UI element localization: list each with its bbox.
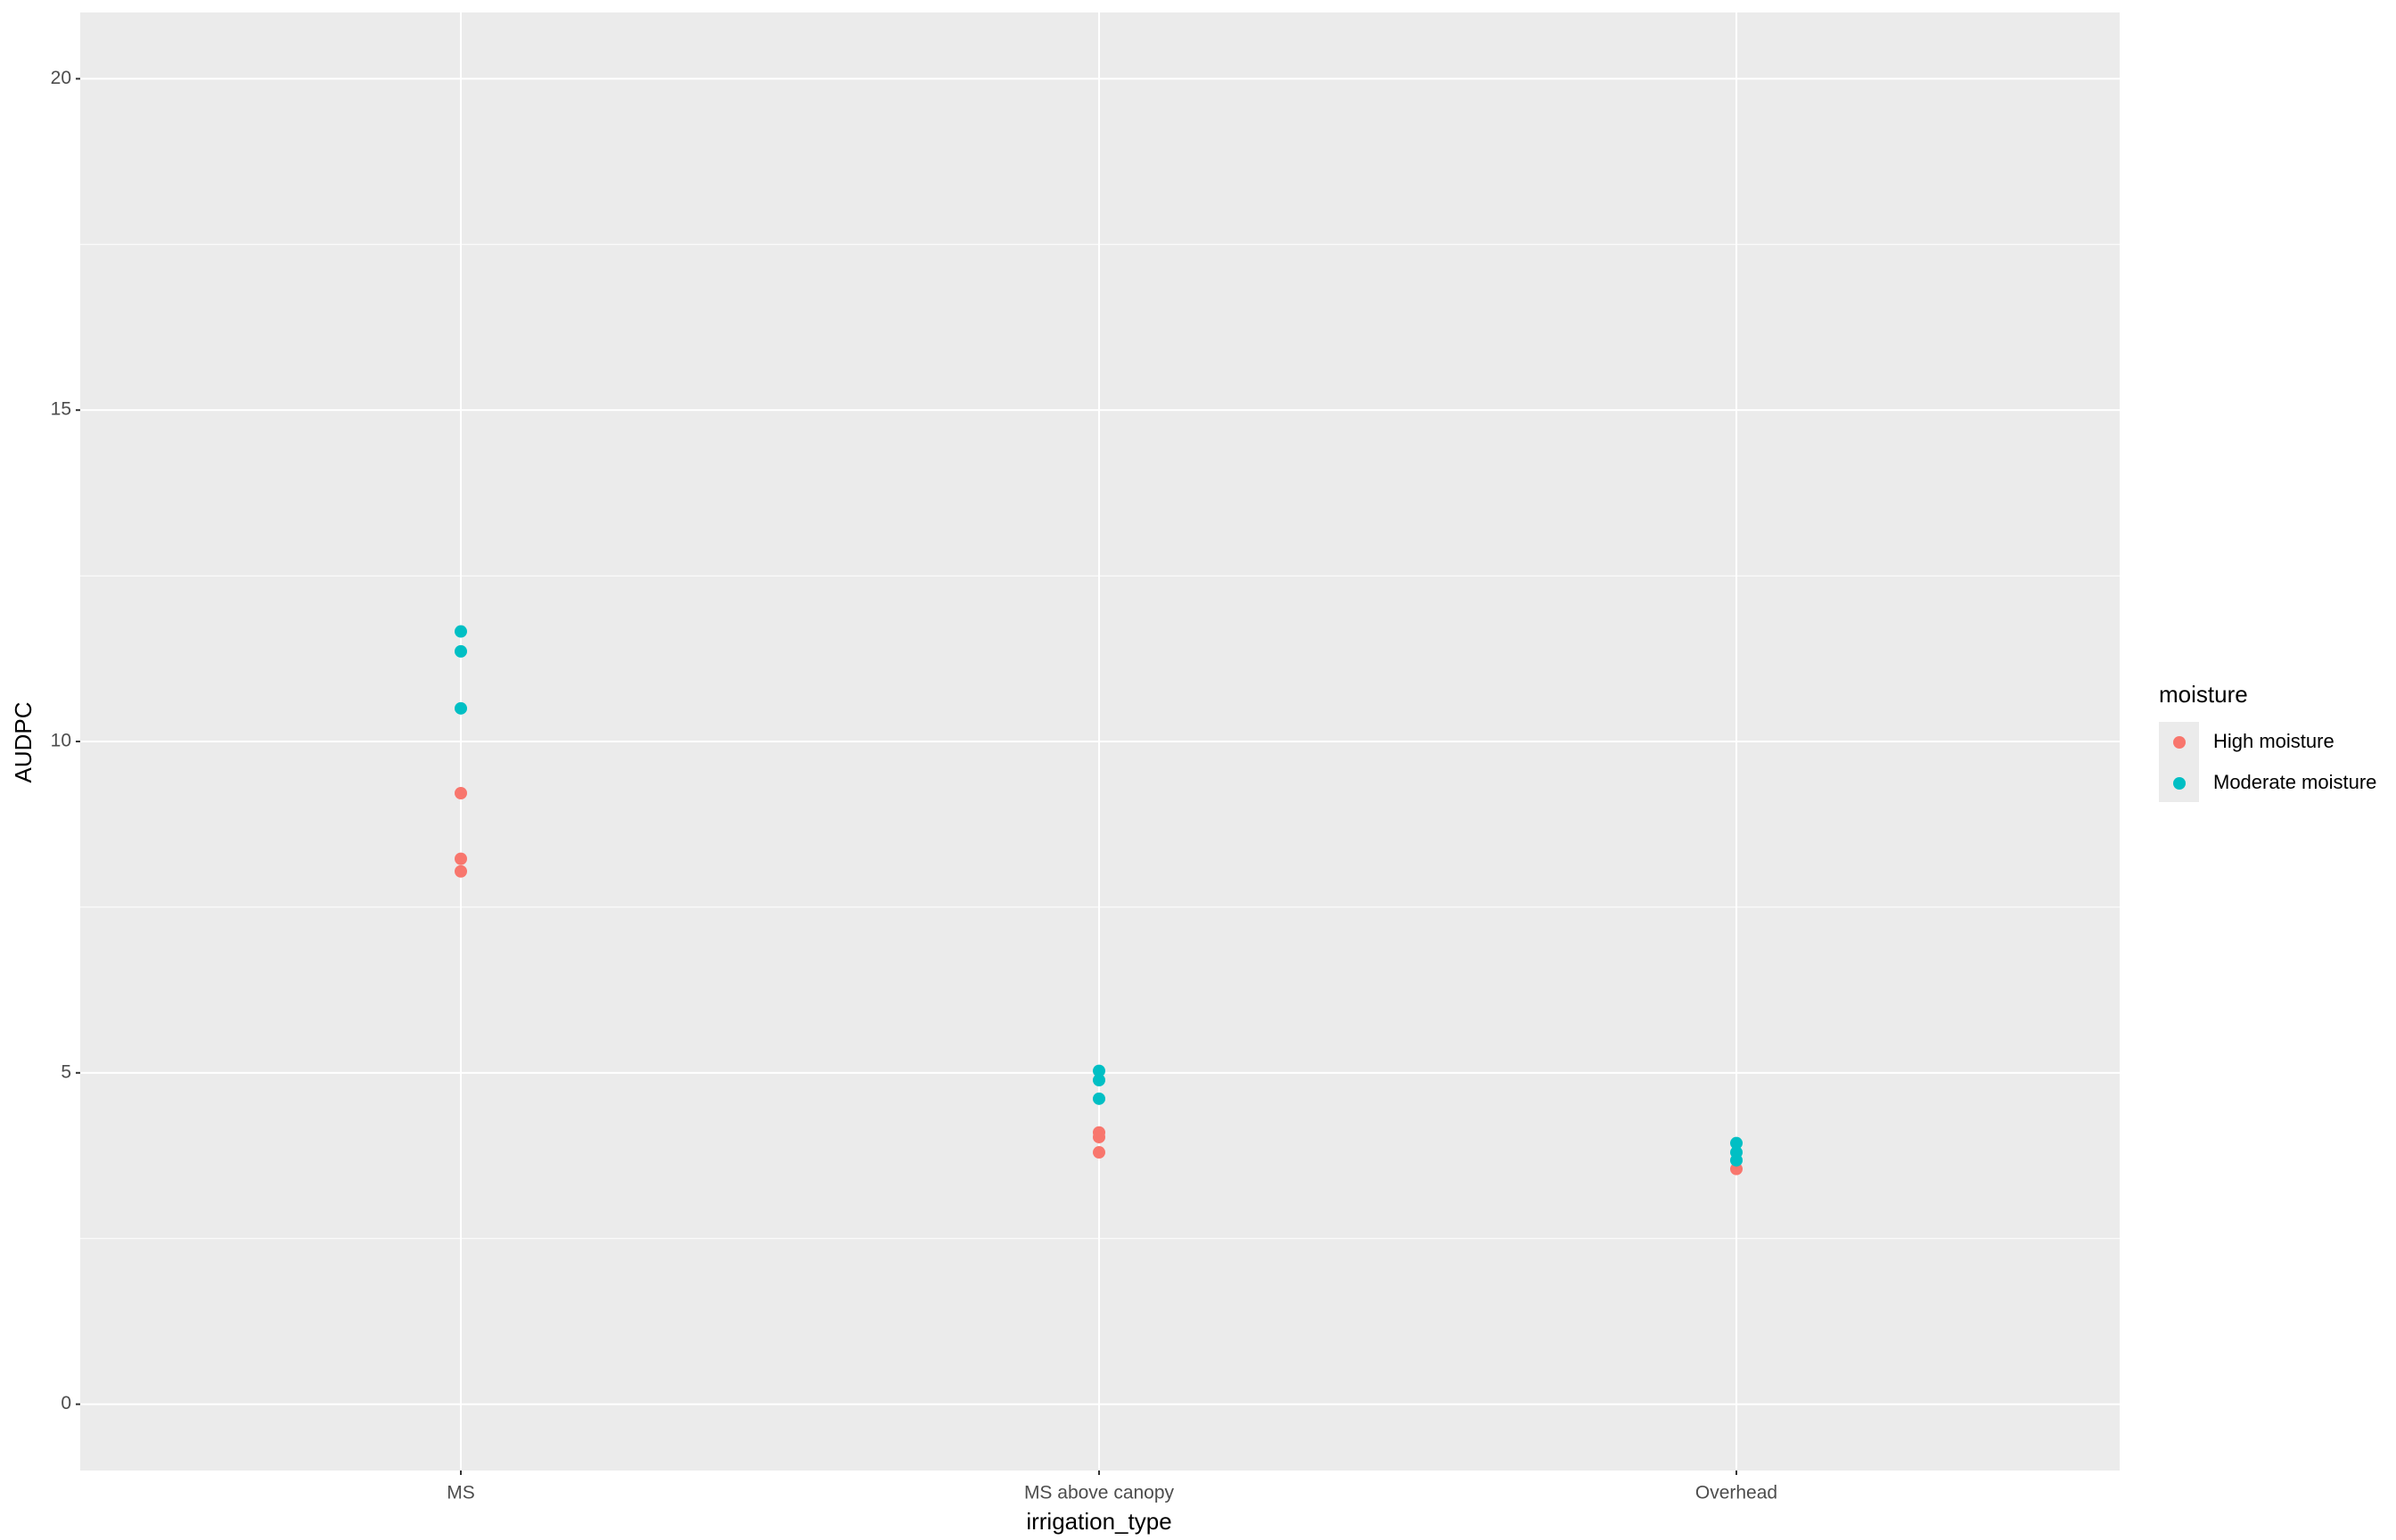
- point: [455, 701, 467, 715]
- point: [1093, 1092, 1105, 1105]
- y-axis-title: AUDPC: [10, 701, 37, 782]
- legend-marker: [2173, 736, 2186, 749]
- legend-label: Moderate moisture: [2213, 771, 2376, 793]
- y-tick-label: 0: [61, 1393, 71, 1413]
- x-tick-label: MS above canopy: [1024, 1483, 1175, 1503]
- point: [1730, 1136, 1743, 1150]
- legend-title: moisture: [2159, 681, 2248, 708]
- point: [455, 625, 467, 638]
- point: [455, 852, 467, 865]
- x-axis-title: irrigation_type: [1026, 1508, 1171, 1535]
- y-tick-label: 10: [51, 731, 71, 751]
- legend-marker: [2173, 777, 2186, 790]
- legend-key-bg: [2159, 722, 2199, 802]
- y-tick-label: 5: [61, 1061, 71, 1082]
- x-tick-label: Overhead: [1695, 1483, 1777, 1503]
- legend-label: High moisture: [2213, 730, 2334, 752]
- point: [455, 644, 467, 658]
- point: [1093, 1073, 1105, 1086]
- x-tick-label: MS: [447, 1483, 475, 1503]
- point: [455, 787, 467, 800]
- point: [1093, 1130, 1105, 1143]
- y-tick-label: 15: [51, 399, 71, 420]
- point: [1093, 1064, 1105, 1077]
- point: [1093, 1146, 1105, 1159]
- point: [1730, 1153, 1743, 1167]
- point: [455, 864, 467, 878]
- y-tick-label: 20: [51, 68, 71, 88]
- point: [1730, 1162, 1743, 1175]
